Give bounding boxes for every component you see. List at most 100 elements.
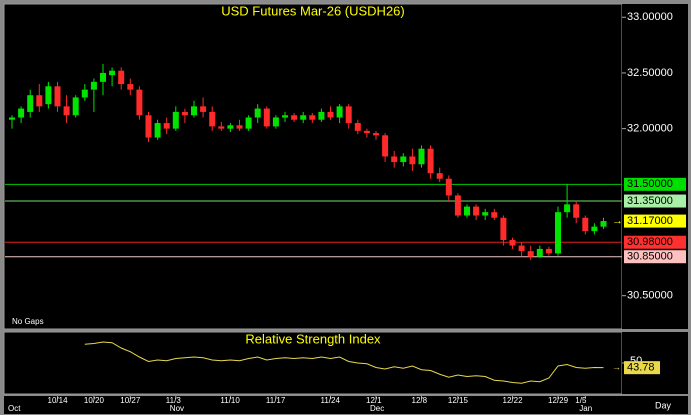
rsi-arrow: → [612, 362, 621, 372]
candle-body [454, 195, 461, 216]
candle-body [100, 72, 106, 82]
rsi-title: Relative Strength Index [245, 331, 381, 346]
y-tick-label: 30.50000 [627, 290, 673, 302]
period-label: Day [655, 400, 672, 410]
last-price-arrow: → [612, 215, 623, 227]
level-label-bg [624, 235, 686, 249]
candle-body [573, 204, 580, 218]
x-tick-label: 10/14 [48, 396, 69, 405]
level-label: 30.85000 [627, 251, 673, 263]
candle-body [600, 221, 607, 227]
date-axis [4, 396, 622, 414]
candle-body [327, 111, 334, 118]
candle-body [564, 204, 571, 213]
candle-body [209, 111, 216, 127]
candle-body [418, 148, 425, 165]
level-label-bg [624, 250, 686, 264]
candle-body [464, 206, 470, 216]
level-label: 31.35000 [627, 195, 673, 207]
candle-body [81, 89, 88, 98]
candle-body [9, 117, 15, 120]
candle-body [409, 156, 416, 165]
candle-body [245, 117, 252, 129]
candle-body [391, 156, 398, 163]
y-tick-label: 33.00000 [627, 11, 673, 23]
candle-body [263, 108, 270, 127]
candle-body [163, 123, 170, 129]
candle-body [373, 133, 379, 136]
candle-body [382, 135, 389, 157]
candle-body [363, 130, 370, 134]
candle-body [345, 106, 352, 124]
candle-body [473, 206, 480, 216]
month-label: Jan [579, 404, 592, 413]
candle-body [90, 81, 97, 90]
x-tick-label: 12/22 [503, 396, 524, 405]
candle-body [109, 70, 116, 76]
candle-body [491, 212, 498, 218]
month-label: Oct [8, 404, 21, 413]
candle-body [236, 125, 243, 129]
x-tick-label: 11/17 [266, 396, 286, 405]
candle-body [282, 115, 288, 118]
month-label: Nov [170, 404, 184, 413]
candle-body [500, 217, 507, 241]
chart-title: USD Futures Mar-26 (USDH26) [221, 3, 405, 18]
candle-body [354, 123, 361, 131]
x-tick-label: 10/27 [120, 396, 141, 405]
level-label: 31.50000 [627, 178, 673, 190]
candle-body [336, 106, 343, 118]
candle-body [555, 212, 561, 254]
candle-body [309, 115, 316, 120]
candle-body [136, 89, 143, 116]
candle-body [72, 97, 79, 116]
y-tick-label: 32.50000 [627, 67, 673, 79]
candle-body [191, 106, 197, 116]
x-tick-label: 12/29 [548, 396, 569, 405]
last-price-label: 31.17000 [627, 215, 673, 227]
candle-body [54, 86, 61, 107]
level-label: 30.98000 [627, 236, 673, 248]
candle-body [172, 111, 179, 129]
candle-body [127, 84, 134, 90]
candle-body [400, 156, 407, 163]
candle-body [118, 70, 125, 85]
candle-body [18, 108, 25, 118]
candle-body [427, 148, 434, 174]
level-label-bg [624, 194, 686, 208]
x-tick-label: 1/5 [575, 396, 587, 405]
date-axis-corner [622, 396, 688, 414]
gap-note: No Gaps [12, 317, 44, 326]
candle-body [445, 178, 452, 196]
candle-body [36, 95, 43, 107]
x-tick-label: 12/1 [366, 396, 382, 405]
rsi-last-label: 43.78 [627, 362, 655, 374]
candle-body [436, 173, 443, 179]
x-tick-label: 11/3 [166, 396, 182, 405]
candle-body [45, 86, 52, 105]
candle-body [482, 212, 489, 216]
rsi-last-bg [624, 361, 660, 375]
candle-body [227, 125, 234, 129]
last-price-bg [624, 214, 686, 228]
price-panel [3, 3, 623, 330]
candle-body [509, 240, 516, 246]
candle-body [536, 248, 543, 257]
x-tick-label: 11/10 [220, 396, 240, 405]
rsi-line [84, 341, 604, 384]
x-tick-label: 12/15 [448, 396, 469, 405]
candle-body [582, 217, 589, 232]
x-tick-label: 11/24 [321, 396, 341, 405]
candle-body [154, 123, 161, 138]
level-label-bg [624, 177, 686, 191]
candle-body [254, 108, 261, 118]
candle-body [291, 115, 298, 120]
candle-body [63, 106, 70, 116]
y-tick-label: 32.00000 [627, 123, 673, 135]
candle-body [318, 111, 325, 120]
candle-body [181, 111, 188, 116]
candle-body [27, 95, 34, 112]
candle-body [200, 106, 207, 112]
candle-body [145, 115, 152, 138]
candle-body [300, 115, 307, 120]
